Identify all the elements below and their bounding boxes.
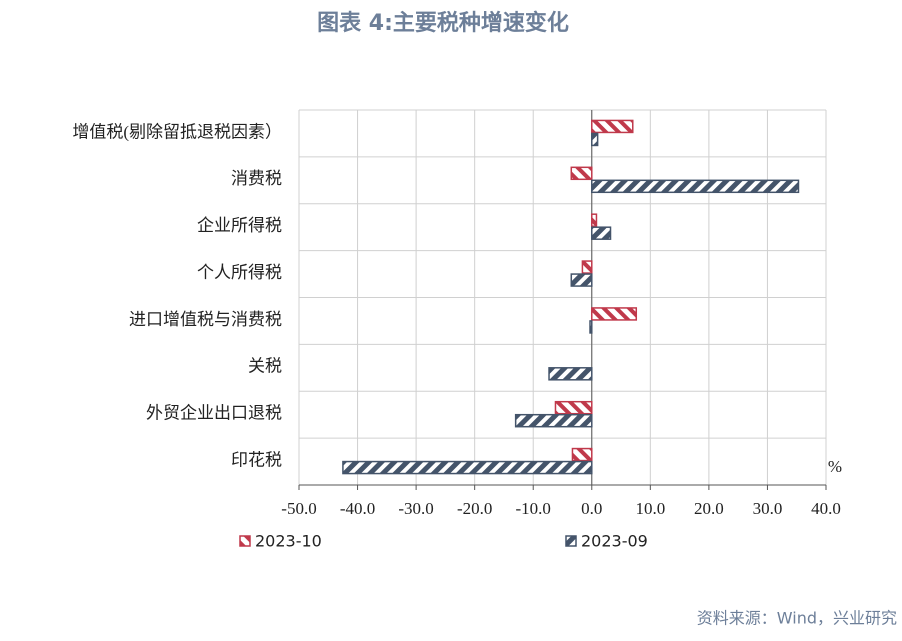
bar bbox=[581, 260, 593, 274]
bar bbox=[591, 119, 634, 134]
y-tick-label: 企业所得税 bbox=[197, 216, 282, 235]
bar bbox=[591, 226, 612, 240]
y-tick-label: 增值税(剔除留抵退税因素） bbox=[72, 122, 282, 141]
legend-label: 2023-09 bbox=[581, 532, 648, 551]
bar bbox=[571, 447, 593, 462]
x-tick-label: -20.0 bbox=[457, 499, 492, 518]
y-tick-label: 个人所得税 bbox=[197, 263, 282, 282]
bar bbox=[570, 166, 593, 181]
x-tick-label: -40.0 bbox=[340, 499, 375, 518]
y-tick-label: 消费税 bbox=[231, 169, 282, 188]
bar bbox=[591, 213, 598, 227]
bar bbox=[570, 273, 593, 287]
x-tick-label: 0.0 bbox=[581, 499, 602, 518]
bar bbox=[514, 413, 593, 428]
legend-label: 2023-10 bbox=[255, 532, 322, 551]
x-tick-label: 30.0 bbox=[753, 499, 783, 518]
y-tick-label: 外贸企业出口退税 bbox=[146, 404, 282, 423]
x-tick-label: 10.0 bbox=[635, 499, 665, 518]
legend-swatch bbox=[239, 535, 251, 547]
bar bbox=[342, 460, 593, 475]
bar bbox=[548, 367, 593, 381]
x-tick-label: -10.0 bbox=[516, 499, 551, 518]
y-tick-label: 进口增值税与消费税 bbox=[129, 310, 282, 329]
y-tick-label: 关税 bbox=[248, 357, 282, 376]
x-tick-label: -30.0 bbox=[398, 499, 433, 518]
bar bbox=[554, 400, 593, 415]
y-tick-label: 印花税 bbox=[231, 450, 282, 469]
x-tick-label: 20.0 bbox=[694, 499, 724, 518]
x-tick-label: -50.0 bbox=[281, 499, 316, 518]
legend-swatch bbox=[565, 535, 577, 547]
bar bbox=[591, 179, 800, 194]
unit-label: % bbox=[828, 457, 842, 476]
bar bbox=[591, 307, 638, 321]
bar bbox=[591, 132, 599, 147]
source-note: 资料来源：Wind，兴业研究 bbox=[697, 609, 897, 628]
x-tick-label: 40.0 bbox=[811, 499, 841, 518]
chart-title: 图表 4:主要税种增速变化 bbox=[317, 10, 569, 36]
bar bbox=[589, 320, 593, 334]
